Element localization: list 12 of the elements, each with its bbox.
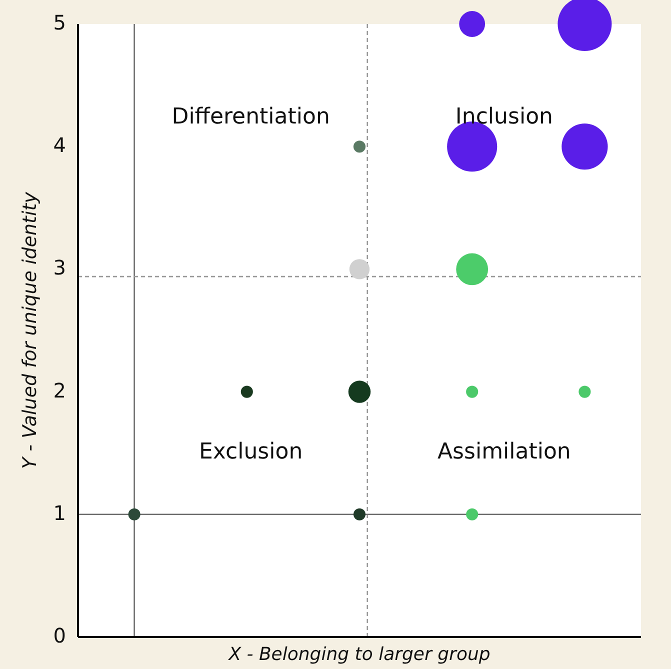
y-tick-label: 2 [53, 378, 66, 402]
annotation: Inclusion [455, 104, 553, 130]
y-tick-label: 1 [53, 500, 66, 525]
annotation: Exclusion [199, 440, 303, 465]
y-axis-title: Y - Valued for unique identity [19, 191, 41, 469]
y-tick-label: 0 [53, 623, 66, 648]
annotation: Differentiation [172, 104, 330, 130]
x-axis-title: X - Belonging to larger group [228, 644, 490, 665]
annotation: Assimilation [438, 440, 571, 465]
y-tick-label: 4 [53, 133, 66, 158]
y-tick-label: 5 [53, 10, 66, 34]
y-tick-label: 3 [53, 256, 66, 280]
